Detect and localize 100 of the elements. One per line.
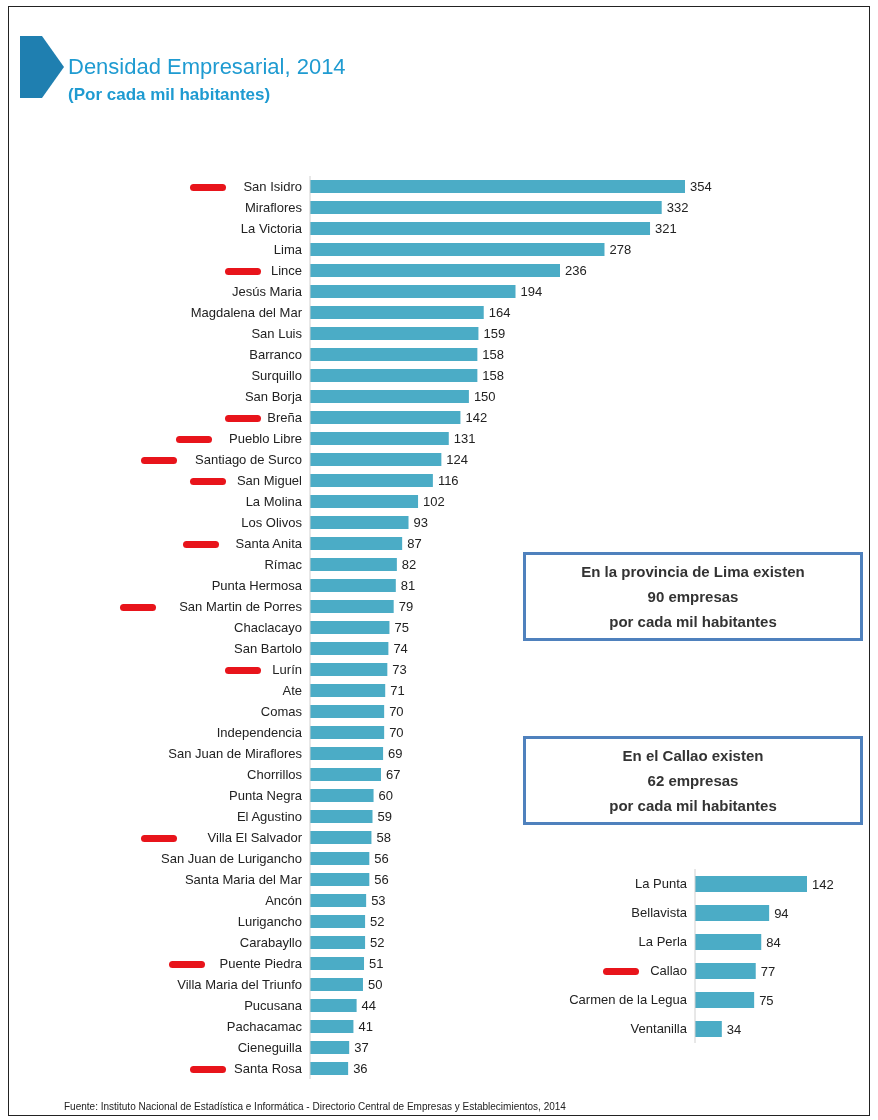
y-tick-label: Breña <box>267 410 303 426</box>
data-label: 44 <box>361 998 377 1014</box>
y-tick-label: Punta Hermosa <box>211 578 303 594</box>
y-tick-label: Jesús Maria <box>231 284 303 300</box>
data-label: 94 <box>774 905 789 921</box>
bar <box>695 963 756 979</box>
bar <box>310 999 357 1012</box>
y-tick-label: Pucusana <box>244 998 303 1014</box>
y-tick-label: La Punta <box>634 876 688 892</box>
data-label: 53 <box>371 893 386 909</box>
y-tick-label: Santiago de Surco <box>195 452 302 468</box>
bar <box>310 264 560 277</box>
data-label: 34 <box>726 1021 742 1037</box>
data-label: 278 <box>609 242 632 258</box>
data-label: 36 <box>353 1061 368 1077</box>
bar <box>310 894 367 907</box>
bar <box>310 201 662 214</box>
bar <box>310 705 385 718</box>
y-tick-label: Puente Piedra <box>219 956 303 972</box>
bar <box>310 726 385 739</box>
bar <box>310 453 442 466</box>
data-label: 58 <box>376 830 391 846</box>
bar <box>695 1021 722 1037</box>
data-label: 75 <box>394 620 409 636</box>
data-label: 131 <box>453 431 476 447</box>
y-tick-label: Ventanilla <box>630 1021 688 1037</box>
y-tick-label: Santa Rosa <box>234 1061 303 1077</box>
bar <box>310 663 388 676</box>
data-label: 56 <box>374 872 389 888</box>
data-label: 71 <box>390 683 405 699</box>
data-label: 82 <box>401 557 417 573</box>
y-tick-label: Carabayllo <box>239 935 302 951</box>
data-label: 142 <box>812 876 834 892</box>
bar <box>310 537 403 550</box>
data-label: 93 <box>413 515 428 531</box>
y-tick-label: Ate <box>282 683 302 699</box>
data-label: 102 <box>423 494 445 510</box>
y-tick-label: El Agustino <box>236 809 302 825</box>
data-label: 79 <box>398 599 414 615</box>
data-label: 41 <box>358 1019 373 1035</box>
data-label: 67 <box>385 767 401 783</box>
data-label: 81 <box>400 578 416 594</box>
bar <box>310 222 651 235</box>
bar <box>310 747 384 760</box>
annotation: En el Callao existen 62 empresas por cada mil habitantes <box>523 736 863 825</box>
data-label: 50 <box>367 977 383 993</box>
data-label: 150 <box>473 389 496 405</box>
data-label: 236 <box>565 263 587 279</box>
data-label: 158 <box>482 347 505 363</box>
bar <box>695 876 807 892</box>
y-tick-label: Carmen de la Legua <box>569 992 688 1008</box>
bar <box>310 873 370 886</box>
bar <box>310 243 605 256</box>
bar <box>310 621 390 634</box>
bar <box>695 992 755 1008</box>
y-tick-label: San Martin de Porres <box>179 599 303 615</box>
bar <box>310 1041 350 1054</box>
y-tick-label: San Miguel <box>236 473 303 489</box>
bar <box>310 390 469 403</box>
data-label: 158 <box>482 368 505 384</box>
data-label: 37 <box>354 1040 369 1056</box>
bar <box>310 327 479 340</box>
y-tick-label: Comas <box>260 704 303 720</box>
y-tick-label: Lurín <box>272 662 302 678</box>
data-label: 75 <box>759 992 774 1008</box>
bar <box>310 432 449 445</box>
bar <box>310 936 366 949</box>
bar <box>310 789 374 802</box>
y-tick-label: Lima <box>273 242 303 258</box>
y-tick-label: Magdalena del Mar <box>190 305 303 321</box>
data-label: 194 <box>520 284 543 300</box>
bar <box>310 348 478 361</box>
bar <box>310 978 363 991</box>
data-label: 164 <box>488 305 511 321</box>
bar <box>310 915 366 928</box>
data-label: 77 <box>760 963 776 979</box>
data-label: 59 <box>377 809 392 825</box>
bar <box>310 285 516 298</box>
data-label: 321 <box>655 221 677 237</box>
bar <box>310 558 397 571</box>
y-tick-label: Independencia <box>216 725 303 741</box>
y-tick-label: Lince <box>270 263 302 279</box>
bar <box>310 1062 349 1075</box>
data-label: 56 <box>374 851 389 867</box>
y-tick-label: San Borja <box>244 389 303 405</box>
y-tick-label: Barranco <box>249 347 302 363</box>
y-tick-label: La Perla <box>638 934 688 950</box>
data-label: 116 <box>437 473 459 489</box>
bar <box>310 474 433 487</box>
bar <box>310 831 372 844</box>
data-label: 51 <box>369 956 384 972</box>
y-tick-label: Los Olivos <box>241 515 303 531</box>
bar <box>310 516 409 529</box>
data-label: 87 <box>407 536 422 552</box>
y-tick-label: Rímac <box>264 557 303 573</box>
bar <box>310 369 478 382</box>
data-label: 69 <box>388 746 403 762</box>
y-tick-label: San Juan de Miraflores <box>168 746 303 762</box>
bar <box>310 768 381 781</box>
bar <box>695 934 762 950</box>
